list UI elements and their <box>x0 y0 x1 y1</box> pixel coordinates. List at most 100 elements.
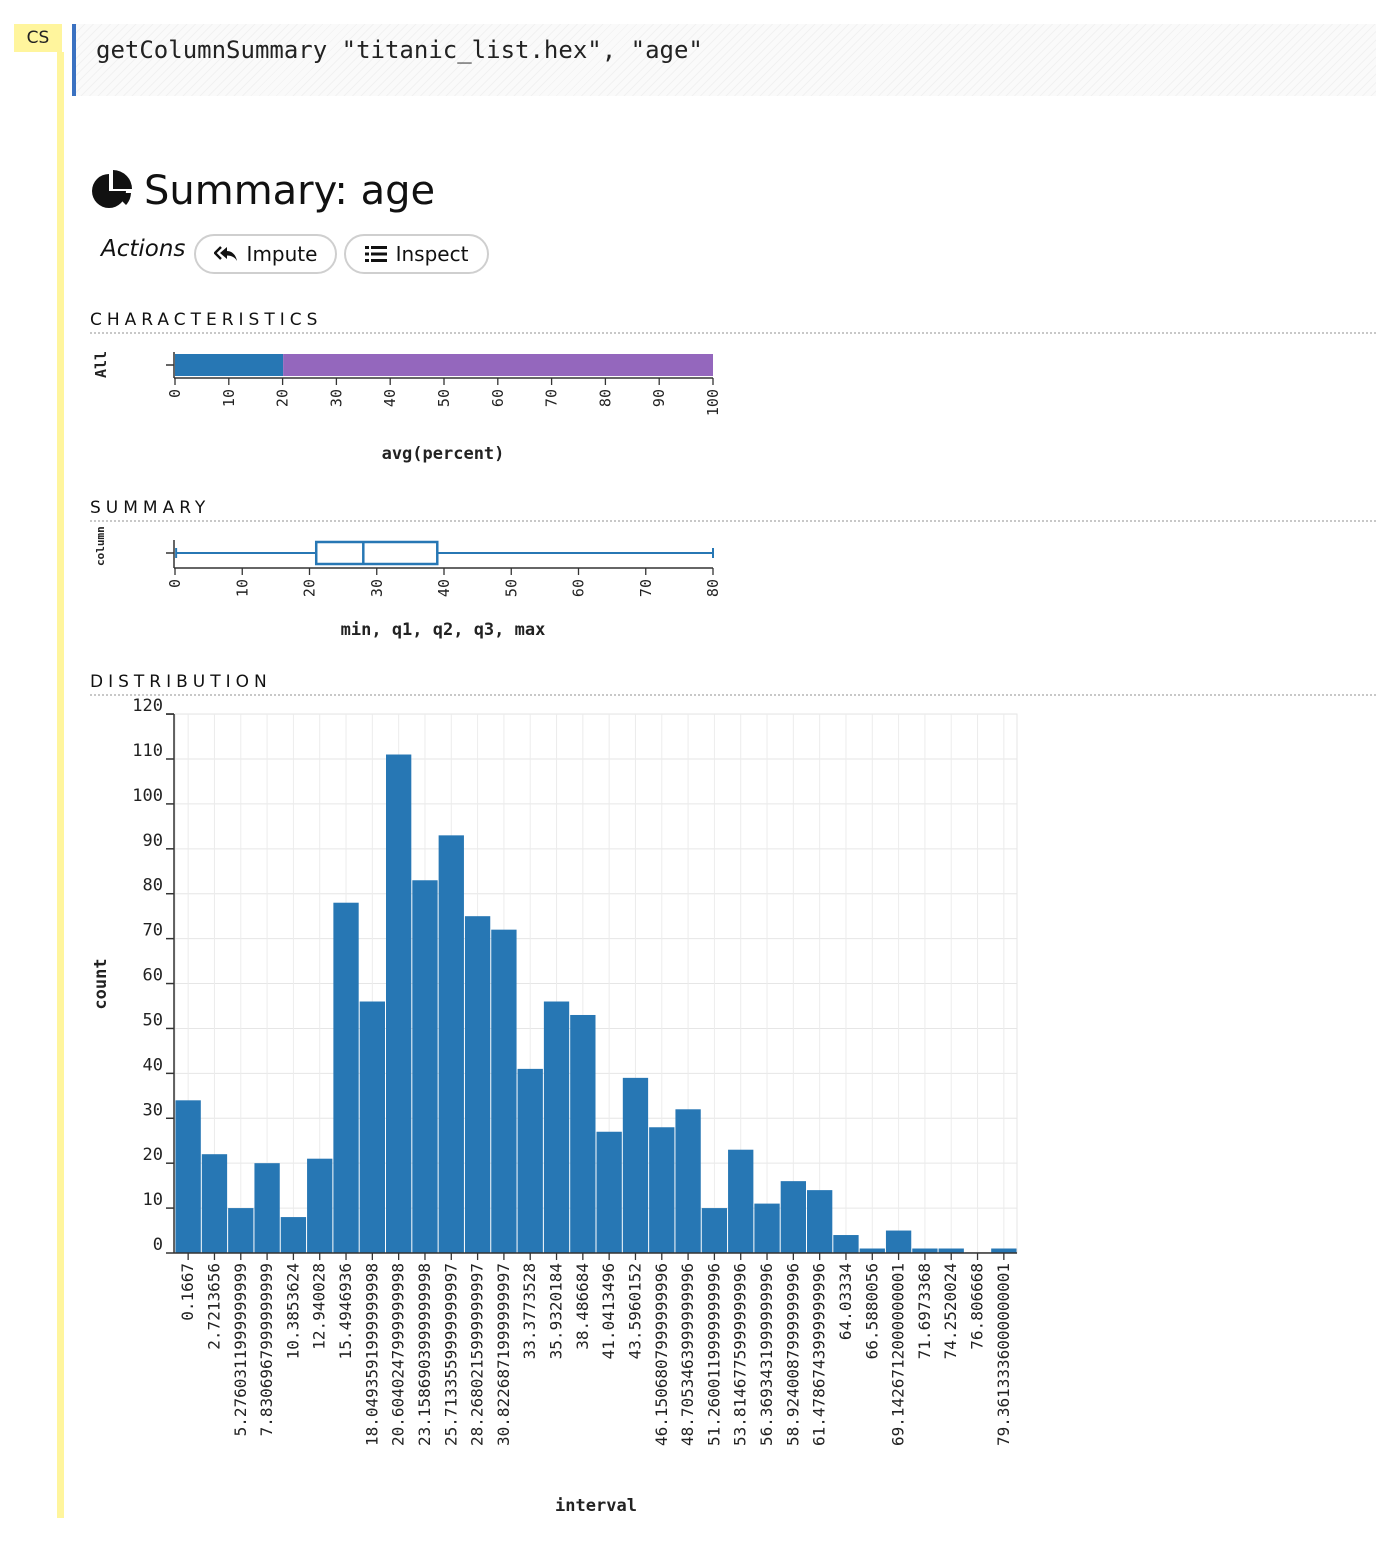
y-tick-label: 90 <box>143 831 163 851</box>
histogram-bar <box>833 1235 859 1253</box>
pie-chart-icon <box>92 170 132 208</box>
y-axis-label: count <box>91 958 111 1009</box>
x-tick-label: 80 <box>704 579 722 597</box>
cell-type-tag: CS <box>14 24 62 52</box>
x-tick-label: 61.4786743999999996 <box>810 1263 829 1446</box>
histogram-bar <box>280 1217 307 1253</box>
x-tick-label: 0.1667 <box>178 1263 197 1321</box>
y-tick-label: 0 <box>153 1235 163 1255</box>
reply-all-icon <box>213 246 237 261</box>
cell-gutter <box>57 52 64 1518</box>
histogram-bar <box>359 1001 385 1253</box>
histogram-bar <box>517 1068 543 1253</box>
x-axis-label: interval <box>555 1496 637 1516</box>
x-tick-label: 50 <box>435 389 453 407</box>
x-tick-label: 48.7053463999999996 <box>678 1263 697 1446</box>
histogram-bar <box>464 916 491 1253</box>
page-title: Summary: age <box>90 165 435 217</box>
histogram-bar <box>491 929 517 1253</box>
x-tick-label: 90 <box>650 389 668 407</box>
histogram-bar <box>859 1248 885 1253</box>
inspect-button[interactable]: Inspect <box>344 234 489 274</box>
y-tick-label: 60 <box>143 966 163 986</box>
x-tick-label: 10 <box>220 389 238 407</box>
histogram-bar <box>201 1154 228 1253</box>
histogram-bar <box>386 754 412 1253</box>
x-tick-label: 20 <box>301 579 319 597</box>
x-tick-label: 23.1586903999999998 <box>415 1263 434 1446</box>
histogram-bar <box>412 880 438 1253</box>
histogram-bar <box>228 1208 254 1253</box>
section-divider <box>90 694 1376 696</box>
histogram-bar <box>938 1248 964 1253</box>
histogram-bar <box>912 1248 938 1253</box>
x-axis-label: avg(percent) <box>382 444 505 464</box>
x-tick-label: 71.6973368 <box>915 1263 934 1359</box>
histogram-bar <box>728 1149 754 1253</box>
x-tick-label: 2.7213656 <box>204 1263 223 1350</box>
x-tick-label: 15.4946936 <box>336 1263 355 1359</box>
x-tick-label: 70 <box>637 579 655 597</box>
x-tick-label: 41.0413496 <box>599 1263 618 1359</box>
histogram-bar <box>991 1248 1017 1253</box>
y-tick-label: 110 <box>132 741 163 761</box>
x-tick-label: 69.1426712000000001 <box>889 1263 908 1446</box>
x-tick-label: 30.8226871999999997 <box>494 1263 513 1446</box>
title-text: Summary: age <box>144 168 436 214</box>
x-tick-label: 76.806668 <box>968 1263 987 1350</box>
x-tick-label: 12.940028 <box>310 1263 329 1350</box>
histogram-bar <box>675 1109 701 1253</box>
x-tick-label: 80 <box>596 389 614 407</box>
y-tick-label: 80 <box>143 876 163 896</box>
y-tick-label: 10 <box>143 1190 163 1210</box>
x-tick-label: 43.5960152 <box>625 1263 644 1359</box>
histogram-bar <box>570 1014 596 1253</box>
section-divider <box>90 520 1376 522</box>
histogram-bar <box>543 1001 570 1253</box>
x-tick-label: 60 <box>489 389 507 407</box>
x-axis-label: min, q1, q2, q3, max <box>341 620 546 640</box>
y-tick-label: All <box>92 351 110 378</box>
x-tick-label: 20 <box>274 389 292 407</box>
section-characteristics: CHARACTERISTICS <box>90 310 323 330</box>
histogram-bar <box>754 1203 780 1253</box>
y-tick-label: 100 <box>132 786 163 806</box>
impute-button[interactable]: Impute <box>194 234 337 274</box>
histogram-bar <box>885 1230 912 1253</box>
x-tick-label: 30 <box>327 389 345 407</box>
histogram-bar <box>254 1163 280 1253</box>
actions-label: Actions <box>101 236 186 262</box>
x-tick-label: 53.8146775999999996 <box>731 1263 750 1446</box>
histogram-bar <box>307 1158 333 1253</box>
y-tick-label: 20 <box>143 1145 163 1165</box>
x-tick-label: 20.6040247999999998 <box>389 1263 408 1446</box>
stacked-bar-segment <box>175 354 284 376</box>
code-text[interactable]: getColumnSummary "titanic_list.hex", "ag… <box>96 36 703 64</box>
x-tick-label: 70 <box>543 389 561 407</box>
y-tick-label: column <box>94 526 107 566</box>
x-tick-label: 25.7133559999999997 <box>441 1263 460 1446</box>
histogram-bar <box>175 1100 201 1253</box>
x-tick-label: 0 <box>166 389 184 398</box>
code-input[interactable]: getColumnSummary "titanic_list.hex", "ag… <box>72 24 1376 96</box>
x-tick-label: 10.3853624 <box>283 1263 302 1359</box>
section-distribution: DISTRIBUTION <box>90 672 272 692</box>
histogram-bar <box>333 902 359 1253</box>
x-tick-label: 60 <box>570 579 588 597</box>
x-tick-label: 28.2680215999999997 <box>468 1263 487 1446</box>
x-tick-label: 58.9240087999999996 <box>783 1263 802 1446</box>
section-divider <box>90 332 1376 334</box>
histogram-bar <box>807 1190 833 1253</box>
x-tick-label: 5.2760311999999999 <box>231 1263 250 1436</box>
x-tick-label: 66.5880056 <box>862 1263 881 1359</box>
list-icon <box>364 246 387 262</box>
inspect-label: Inspect <box>395 242 469 266</box>
histogram-bar <box>438 835 464 1253</box>
x-tick-label: 46.1506807999999996 <box>652 1263 671 1446</box>
x-tick-label: 51.2600119999999996 <box>704 1263 723 1446</box>
x-tick-label: 35.9320184 <box>547 1263 566 1359</box>
box-iqr <box>314 540 439 566</box>
x-tick-label: 7.8306967999999999 <box>257 1263 276 1436</box>
y-tick-label: 50 <box>143 1010 163 1030</box>
